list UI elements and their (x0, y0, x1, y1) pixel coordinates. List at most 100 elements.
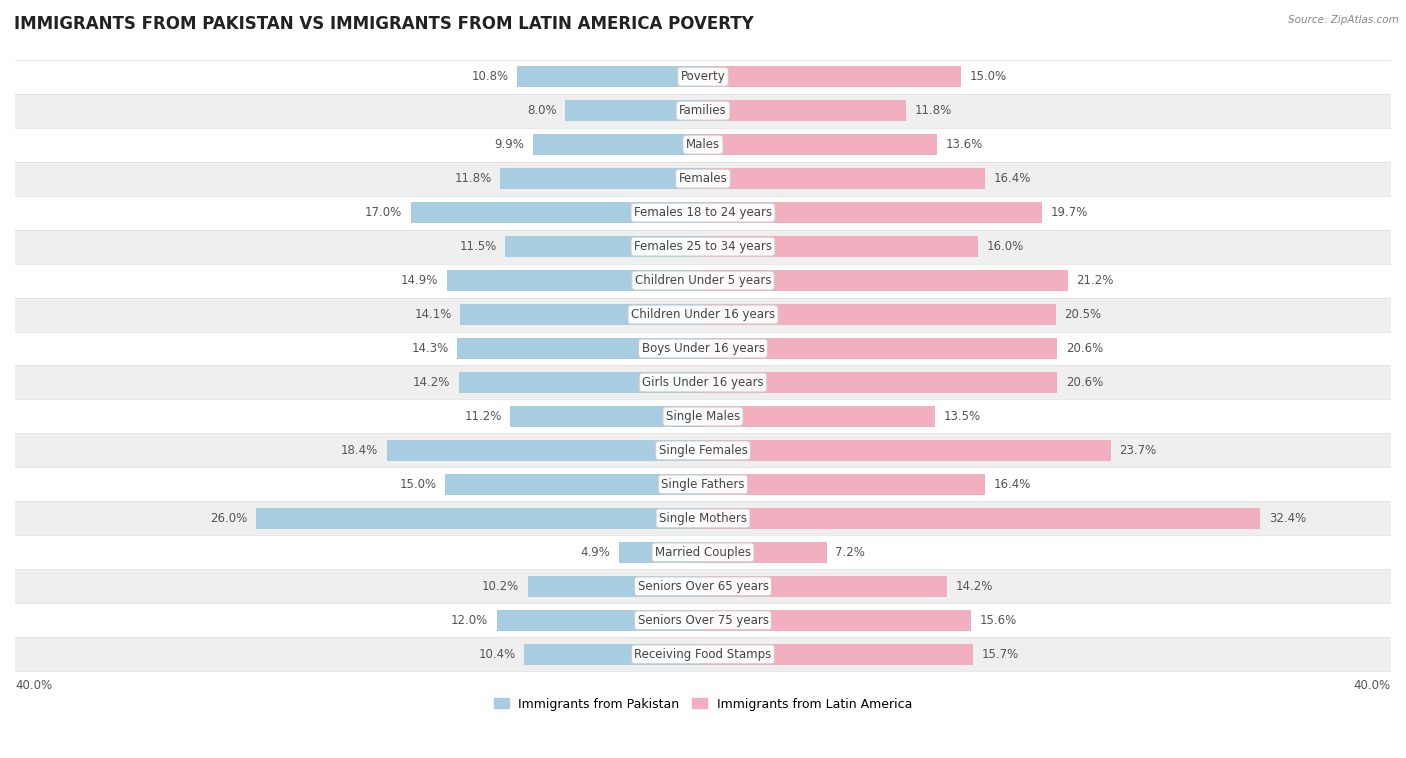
Bar (15, 399, 1391, 434)
Bar (15, 264, 1391, 298)
Text: Families: Families (679, 104, 727, 117)
Text: Single Females: Single Females (658, 444, 748, 457)
Text: 20.6%: 20.6% (1066, 342, 1104, 355)
Text: Single Mothers: Single Mothers (659, 512, 747, 525)
Text: 20.5%: 20.5% (1064, 308, 1101, 321)
Text: 10.2%: 10.2% (482, 580, 519, 593)
Bar (496, 609, 703, 631)
Text: Receiving Food Stamps: Receiving Food Stamps (634, 648, 772, 661)
Bar (527, 576, 703, 597)
Text: 14.2%: 14.2% (956, 580, 993, 593)
Text: Females 18 to 24 years: Females 18 to 24 years (634, 206, 772, 219)
Bar (510, 406, 703, 427)
Bar (446, 474, 703, 495)
Bar (15, 161, 1391, 196)
Text: Poverty: Poverty (681, 70, 725, 83)
Bar (15, 603, 1391, 637)
Bar (387, 440, 703, 461)
Bar (703, 508, 1260, 529)
Bar (15, 569, 1391, 603)
Text: 17.0%: 17.0% (364, 206, 402, 219)
Text: Girls Under 16 years: Girls Under 16 years (643, 376, 763, 389)
Bar (15, 637, 1391, 672)
Bar (703, 474, 986, 495)
Text: Children Under 5 years: Children Under 5 years (634, 274, 772, 287)
Text: 12.0%: 12.0% (451, 614, 488, 627)
Bar (517, 66, 703, 87)
Text: Married Couples: Married Couples (655, 546, 751, 559)
Text: Seniors Over 65 years: Seniors Over 65 years (637, 580, 769, 593)
Bar (447, 270, 703, 291)
Text: 11.5%: 11.5% (460, 240, 496, 253)
Bar (15, 60, 1391, 94)
Bar (565, 100, 703, 121)
Bar (15, 94, 1391, 127)
Bar (703, 338, 1057, 359)
Text: 10.4%: 10.4% (478, 648, 516, 661)
Bar (15, 196, 1391, 230)
Bar (15, 331, 1391, 365)
Text: 26.0%: 26.0% (209, 512, 247, 525)
Text: 8.0%: 8.0% (527, 104, 557, 117)
Bar (458, 372, 703, 393)
Text: Children Under 16 years: Children Under 16 years (631, 308, 775, 321)
Bar (15, 127, 1391, 161)
Legend: Immigrants from Pakistan, Immigrants from Latin America: Immigrants from Pakistan, Immigrants fro… (488, 693, 918, 716)
Text: 4.9%: 4.9% (581, 546, 610, 559)
Text: Females: Females (679, 172, 727, 185)
Text: 11.8%: 11.8% (914, 104, 952, 117)
Bar (15, 230, 1391, 264)
Text: 9.9%: 9.9% (495, 138, 524, 151)
Bar (505, 236, 703, 257)
Text: 14.2%: 14.2% (413, 376, 450, 389)
Text: 15.7%: 15.7% (981, 648, 1019, 661)
Text: Single Males: Single Males (666, 410, 740, 423)
Text: 14.1%: 14.1% (415, 308, 451, 321)
Text: Boys Under 16 years: Boys Under 16 years (641, 342, 765, 355)
Bar (524, 644, 703, 665)
Text: 23.7%: 23.7% (1119, 444, 1157, 457)
Bar (533, 134, 703, 155)
Text: 14.9%: 14.9% (401, 274, 439, 287)
Bar (703, 576, 948, 597)
Bar (457, 338, 703, 359)
Bar (703, 542, 827, 563)
Text: Females 25 to 34 years: Females 25 to 34 years (634, 240, 772, 253)
Text: 10.8%: 10.8% (471, 70, 509, 83)
Bar (411, 202, 703, 223)
Bar (703, 134, 936, 155)
Bar (15, 298, 1391, 331)
Text: 40.0%: 40.0% (15, 678, 52, 692)
Bar (461, 304, 703, 325)
Bar (703, 440, 1111, 461)
Bar (15, 434, 1391, 468)
Text: 15.0%: 15.0% (399, 478, 436, 491)
Text: IMMIGRANTS FROM PAKISTAN VS IMMIGRANTS FROM LATIN AMERICA POVERTY: IMMIGRANTS FROM PAKISTAN VS IMMIGRANTS F… (14, 15, 754, 33)
Bar (703, 644, 973, 665)
Text: 7.2%: 7.2% (835, 546, 865, 559)
Bar (619, 542, 703, 563)
Text: Seniors Over 75 years: Seniors Over 75 years (637, 614, 769, 627)
Text: 16.0%: 16.0% (987, 240, 1024, 253)
Text: Source: ZipAtlas.com: Source: ZipAtlas.com (1288, 15, 1399, 25)
Text: 18.4%: 18.4% (340, 444, 378, 457)
Bar (703, 609, 972, 631)
Text: 13.6%: 13.6% (945, 138, 983, 151)
Text: 11.2%: 11.2% (464, 410, 502, 423)
Text: Males: Males (686, 138, 720, 151)
Bar (703, 406, 935, 427)
Text: Single Fathers: Single Fathers (661, 478, 745, 491)
Text: 32.4%: 32.4% (1268, 512, 1306, 525)
Bar (256, 508, 703, 529)
Text: 16.4%: 16.4% (994, 172, 1031, 185)
Bar (703, 66, 960, 87)
Bar (703, 372, 1057, 393)
Text: 13.5%: 13.5% (943, 410, 981, 423)
Bar (703, 270, 1067, 291)
Text: 11.8%: 11.8% (454, 172, 492, 185)
Text: 15.0%: 15.0% (970, 70, 1007, 83)
Text: 15.6%: 15.6% (980, 614, 1017, 627)
Text: 20.6%: 20.6% (1066, 376, 1104, 389)
Bar (501, 168, 703, 190)
Bar (703, 202, 1042, 223)
